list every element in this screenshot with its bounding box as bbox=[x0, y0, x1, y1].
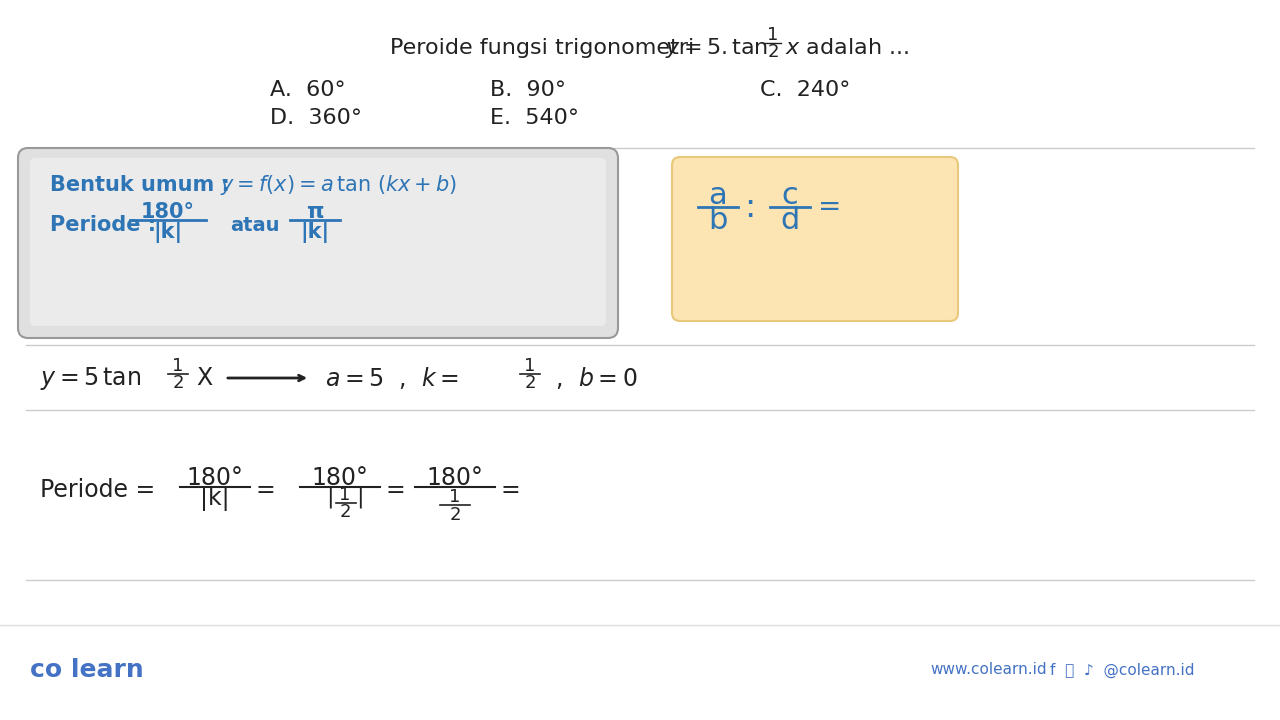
Text: 180°: 180° bbox=[426, 466, 484, 490]
Text: d: d bbox=[781, 205, 800, 235]
FancyBboxPatch shape bbox=[672, 157, 957, 321]
Text: 2: 2 bbox=[339, 503, 351, 521]
Text: 2: 2 bbox=[525, 374, 536, 392]
Text: X: X bbox=[196, 366, 212, 390]
FancyBboxPatch shape bbox=[29, 158, 605, 326]
Text: 1: 1 bbox=[767, 26, 778, 44]
Text: atau: atau bbox=[230, 215, 279, 235]
Text: Bentuk umum :: Bentuk umum : bbox=[50, 175, 237, 195]
Text: 180°: 180° bbox=[187, 466, 243, 490]
Text: =: = bbox=[818, 193, 842, 221]
Text: 180°: 180° bbox=[311, 466, 369, 490]
Text: $x$ adalah ...: $x$ adalah ... bbox=[785, 38, 909, 58]
Text: =: = bbox=[255, 478, 275, 502]
Text: |: | bbox=[326, 486, 334, 508]
Text: Periode :: Periode : bbox=[50, 215, 164, 235]
FancyBboxPatch shape bbox=[18, 148, 618, 338]
Text: π: π bbox=[306, 202, 324, 222]
Text: |k|: |k| bbox=[200, 485, 230, 510]
Text: B.  90°: B. 90° bbox=[490, 80, 566, 100]
Text: $y = 5.\tan$: $y = 5.\tan$ bbox=[666, 36, 768, 60]
Text: $a = 5$  ,  $k =$: $a = 5$ , $k =$ bbox=[325, 365, 458, 391]
Text: a: a bbox=[709, 181, 727, 210]
Text: =: = bbox=[500, 478, 520, 502]
Text: 1: 1 bbox=[173, 357, 184, 375]
Text: b: b bbox=[708, 205, 728, 235]
Text: $y = 5\,\tan$: $y = 5\,\tan$ bbox=[40, 364, 141, 392]
Text: E.  540°: E. 540° bbox=[490, 108, 579, 128]
Text: =: = bbox=[385, 478, 404, 502]
Text: C.  240°: C. 240° bbox=[760, 80, 850, 100]
Text: co learn: co learn bbox=[29, 658, 143, 682]
Text: 2: 2 bbox=[767, 43, 778, 61]
Text: 1: 1 bbox=[449, 488, 461, 506]
Text: 1: 1 bbox=[339, 486, 351, 504]
Text: 1: 1 bbox=[525, 357, 536, 375]
Text: :: : bbox=[745, 191, 755, 223]
Text: 2: 2 bbox=[449, 506, 461, 524]
Text: Peroide fungsi trigonometri: Peroide fungsi trigonometri bbox=[390, 38, 694, 58]
Text: |k|: |k| bbox=[301, 222, 329, 243]
Text: 2: 2 bbox=[173, 374, 184, 392]
Text: Periode =: Periode = bbox=[40, 478, 163, 502]
Text: c: c bbox=[782, 181, 799, 210]
Text: D.  360°: D. 360° bbox=[270, 108, 362, 128]
Text: $y = f(x) = a\,\tan\,(kx + b)$: $y = f(x) = a\,\tan\,(kx + b)$ bbox=[220, 173, 457, 197]
Text: |: | bbox=[356, 486, 364, 508]
Text: www.colearn.id: www.colearn.id bbox=[931, 662, 1047, 678]
Text: 180°: 180° bbox=[141, 202, 195, 222]
Text: |k|: |k| bbox=[154, 222, 183, 243]
Text: A.  60°: A. 60° bbox=[270, 80, 346, 100]
Text: f  ⓞ  ♪  @colearn.id: f ⓞ ♪ @colearn.id bbox=[1050, 662, 1194, 678]
Text: ,  $b = 0$: , $b = 0$ bbox=[548, 365, 637, 391]
